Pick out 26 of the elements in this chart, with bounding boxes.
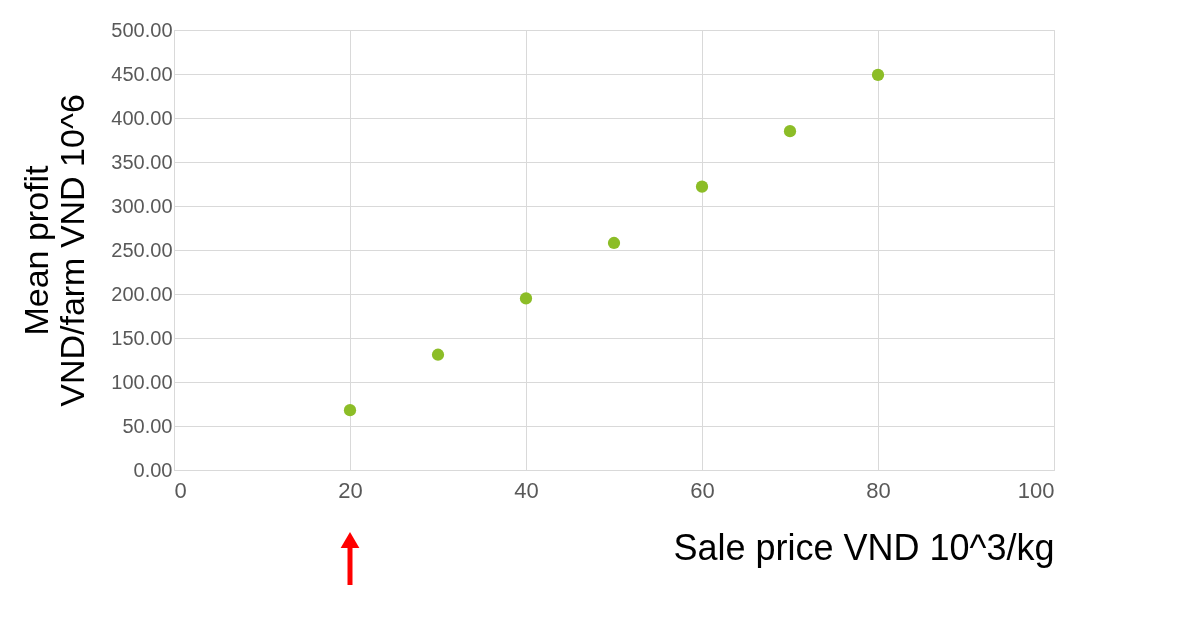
x-tick-label: 20 [338, 477, 363, 503]
y-tick-label: 100.00 [111, 370, 173, 393]
x-axis-title: Sale price VND 10^3/kg [673, 526, 1055, 568]
y-axis-title: Mean profit VND/farm VND 10^6 [17, 94, 92, 407]
x-tick-label: 60 [690, 477, 715, 503]
x-tick-label: 100 [1017, 477, 1055, 503]
y-tick-label: 300.00 [111, 194, 173, 217]
point [695, 180, 709, 193]
y-tick-label: 250.00 [111, 238, 173, 261]
y-tick-label: 50.00 [122, 414, 173, 437]
x-tick-label: 80 [866, 477, 891, 503]
y-tick-label: 450.00 [111, 62, 173, 85]
x-tick-label: 0 [174, 477, 187, 503]
y-tick-label: 350.00 [111, 150, 173, 173]
point [783, 125, 797, 138]
y-tick-label: 0.00 [133, 458, 173, 481]
point [607, 236, 621, 250]
y-tick-label: 200.00 [111, 282, 173, 305]
point [871, 68, 885, 81]
point [343, 404, 357, 417]
point [431, 348, 445, 361]
point [519, 292, 533, 305]
x-tick-label: 40 [514, 477, 539, 503]
y-tick-label: 150.00 [111, 326, 173, 349]
y-tick-label: 400.00 [111, 106, 173, 129]
y-tick-label: 500.00 [111, 18, 173, 41]
